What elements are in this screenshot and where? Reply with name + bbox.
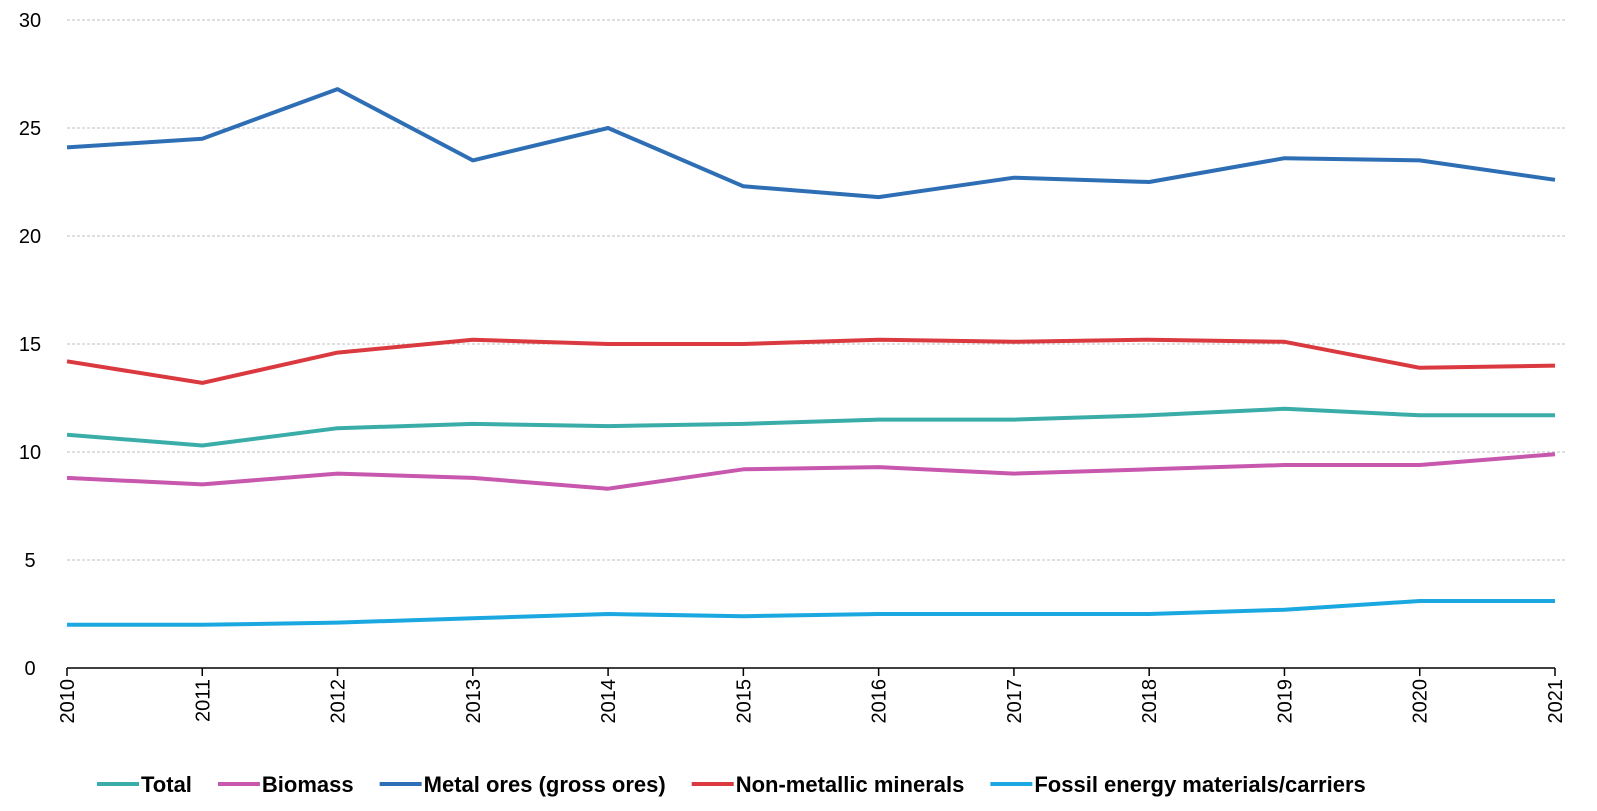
series-line-total [66, 406, 1555, 448]
y-tick-label: 25 [19, 118, 41, 140]
x-tick-label: 2017 [1004, 679, 1026, 724]
y-tick-label: 20 [19, 226, 41, 248]
x-tick-label: 2015 [733, 679, 755, 724]
series-line-fossil-energy-materials-carriers [67, 599, 1555, 627]
y-tick-label: 15 [19, 334, 41, 356]
legend-label: Non-metallic minerals [736, 772, 965, 797]
legend-item-fossil-energy-materials-carriers: Fossil energy materials/carriers [990, 772, 1366, 797]
x-tick-label: 2020 [1410, 679, 1432, 724]
legend-label: Fossil energy materials/carriers [1034, 772, 1365, 797]
x-tick-label: 2014 [598, 679, 620, 724]
y-tick-label: 5 [24, 550, 35, 572]
x-tick-label: 2013 [463, 679, 485, 724]
x-tick-label: 2010 [57, 679, 79, 724]
y-tick-label: 10 [19, 442, 41, 464]
y-tick-label: 30 [19, 10, 41, 32]
y-axis-tick-labels: 0 5 10 15 20 25 30 [19, 10, 41, 680]
legend-item-total: Total [97, 772, 192, 797]
legend-label: Biomass [262, 772, 354, 797]
legend-item-biomass: Biomass [217, 772, 354, 797]
legend-item-non-metallic-minerals: Non-metallic minerals [691, 772, 965, 797]
legend-label: Metal ores (gross ores) [424, 772, 666, 797]
x-tick-label: 2011 [192, 679, 214, 722]
series-line-biomass [66, 452, 1556, 491]
series-line-non-metallic-minerals [66, 337, 1556, 385]
x-axis-tick-labels: 2010 2011 2012 2013 2014 2015 2016 2017 2018 2019… [57, 679, 1567, 724]
x-tick-label: 2016 [869, 679, 891, 724]
x-tick-label: 2012 [328, 679, 350, 724]
x-tick-label: 2021 [1545, 679, 1567, 724]
series-line-metal-ores-gross-ores [66, 87, 1556, 200]
legend-label: Total [141, 772, 192, 797]
series-lines [66, 87, 1556, 627]
x-axis [66, 667, 1556, 676]
legend-item-metal-ores-gross-ores: Metal ores (gross ores) [379, 772, 666, 797]
x-tick-label: 2018 [1139, 679, 1161, 724]
x-tick-label: 2019 [1274, 679, 1296, 724]
legend: Total Biomass Metal ores (gross ores) Non-m… [97, 772, 1366, 797]
y-tick-label: 0 [24, 658, 35, 680]
